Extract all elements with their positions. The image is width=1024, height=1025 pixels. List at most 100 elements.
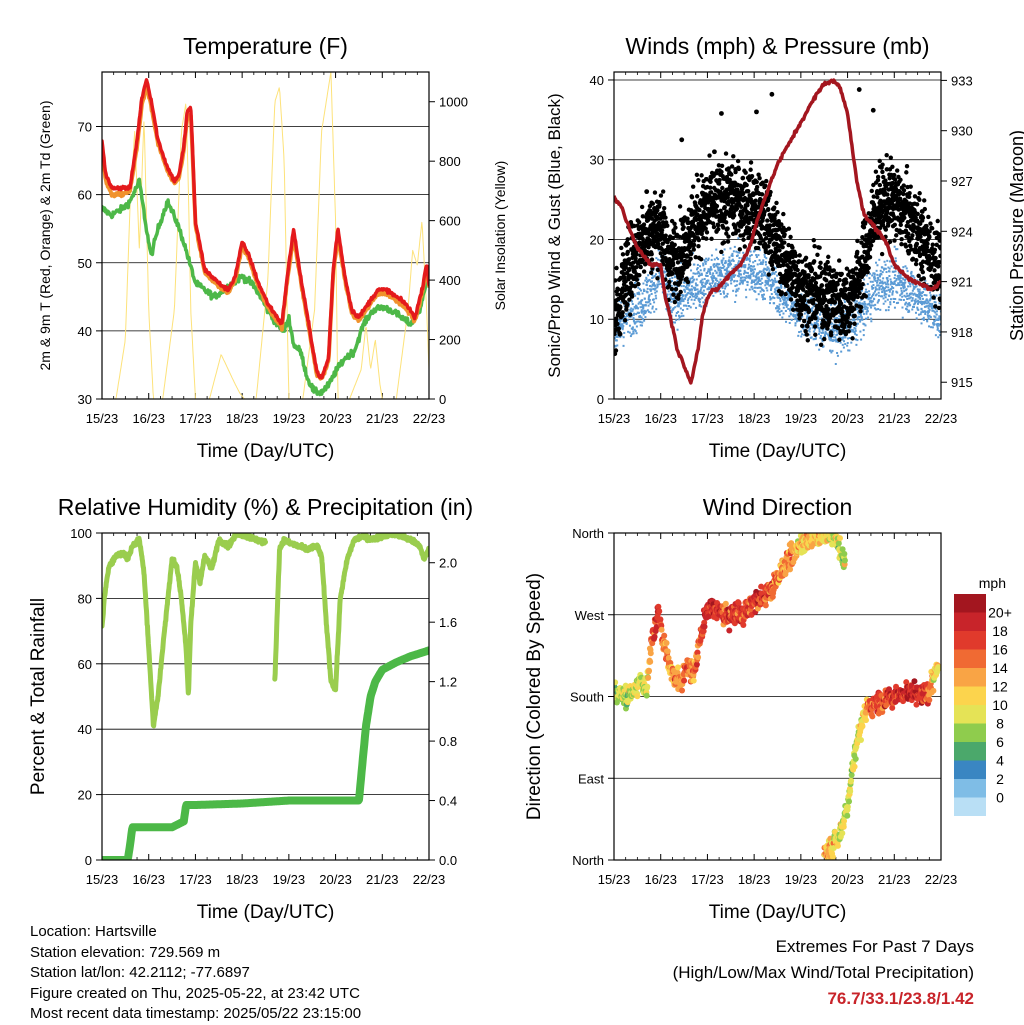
sonic-wind-point [643, 320, 645, 322]
gust-point [835, 282, 839, 286]
sonic-wind-point [817, 320, 819, 322]
sonic-wind-point [680, 315, 682, 317]
sonic-wind-point [889, 291, 891, 293]
sonic-wind-point [684, 298, 686, 300]
y2-tick-label: 600 [439, 214, 461, 229]
sonic-wind-point [789, 322, 791, 324]
sonic-wind-point [644, 316, 646, 318]
sonic-wind-point [930, 294, 932, 296]
gust-point [788, 235, 792, 239]
gust-point [871, 108, 876, 113]
gust-point [852, 307, 856, 311]
panel-title: Relative Humidity (%) & Precipitation (i… [58, 494, 473, 520]
sonic-wind-point [888, 309, 890, 311]
gust-point [637, 273, 641, 277]
sonic-wind-point [689, 296, 691, 298]
sonic-wind-point [678, 318, 680, 320]
x-tick-label: 22/23 [925, 411, 958, 426]
gust-point [936, 219, 940, 223]
y-tick-label: 40 [78, 722, 92, 737]
sonic-wind-point [742, 252, 744, 254]
sonic-wind-point [765, 257, 767, 259]
sonic-wind-point [640, 290, 642, 292]
gust-point [805, 332, 809, 336]
gust-point [920, 264, 924, 268]
gust-point [862, 225, 866, 229]
sonic-wind-point [785, 297, 787, 299]
y-tick-label: 70 [78, 120, 92, 135]
gust-point [812, 238, 816, 242]
sonic-wind-point [912, 275, 914, 277]
sonic-wind-point [855, 344, 857, 346]
sonic-wind-point [699, 298, 701, 300]
sonic-wind-point [822, 332, 824, 334]
gust-point [774, 201, 778, 205]
sonic-wind-point [892, 287, 894, 289]
sonic-wind-point [876, 264, 878, 266]
sonic-wind-point [811, 309, 813, 311]
y-tick-label: 100 [70, 526, 92, 541]
gust-point [795, 268, 799, 272]
sonic-wind-point [759, 259, 761, 261]
gust-point [807, 308, 811, 312]
sonic-wind-point [779, 314, 781, 316]
sonic-wind-point [682, 294, 684, 296]
x-tick-label: 17/23 [179, 872, 212, 887]
sonic-wind-point [930, 298, 932, 300]
sonic-wind-point [843, 347, 845, 349]
sonic-wind-point [771, 293, 773, 295]
gust-point [812, 259, 816, 263]
sonic-wind-point [870, 307, 872, 309]
sonic-wind-point [829, 350, 831, 352]
gust-point [800, 324, 804, 328]
sonic-wind-point [753, 275, 755, 277]
sonic-wind-point [867, 310, 869, 312]
gust-point [814, 281, 818, 285]
sonic-wind-point [879, 309, 881, 311]
sonic-wind-point [868, 290, 870, 292]
sonic-wind-point [880, 270, 882, 272]
gust-point [670, 271, 674, 275]
sonic-wind-point [694, 273, 696, 275]
sonic-wind-point [809, 331, 811, 333]
gust-point [782, 232, 786, 236]
gust-point [731, 154, 735, 158]
sonic-wind-point [636, 325, 638, 327]
gust-point [865, 270, 869, 274]
sonic-wind-point [876, 270, 878, 272]
sonic-wind-point [904, 281, 906, 283]
sonic-wind-point [869, 293, 871, 295]
sonic-wind-point [883, 303, 885, 305]
sonic-wind-point [872, 287, 874, 289]
sonic-wind-point [683, 300, 685, 302]
gust-point [802, 298, 806, 302]
sonic-wind-point [758, 293, 760, 295]
sonic-wind-point [630, 307, 632, 309]
gust-point [678, 204, 682, 208]
gust-point [902, 188, 906, 192]
gust-point [673, 225, 677, 229]
gust-point [914, 258, 918, 262]
sonic-wind-point [713, 275, 715, 277]
sonic-wind-point [632, 303, 634, 305]
gust-point [757, 176, 761, 180]
sonic-wind-point [919, 298, 921, 300]
sonic-wind-point [865, 324, 867, 326]
sonic-wind-point [739, 257, 741, 259]
sonic-wind-point [887, 286, 889, 288]
sonic-wind-point [924, 294, 926, 296]
sonic-wind-point [750, 267, 752, 269]
sonic-wind-point [864, 303, 866, 305]
x-tick-label: 21/23 [878, 411, 911, 426]
x-axis-label: Time (Day/UTC) [709, 441, 847, 462]
y2-tick-label: 933 [951, 73, 973, 88]
sonic-wind-point [729, 261, 731, 263]
x-tick-label: 19/23 [273, 411, 306, 426]
sonic-wind-point [788, 315, 790, 317]
gust-point [634, 252, 638, 256]
sonic-wind-point [820, 335, 822, 337]
gust-point [686, 280, 690, 284]
sonic-wind-point [708, 286, 710, 288]
sonic-wind-point [926, 320, 928, 322]
y-axis-label: Direction (Colored By Speed) [524, 573, 545, 820]
